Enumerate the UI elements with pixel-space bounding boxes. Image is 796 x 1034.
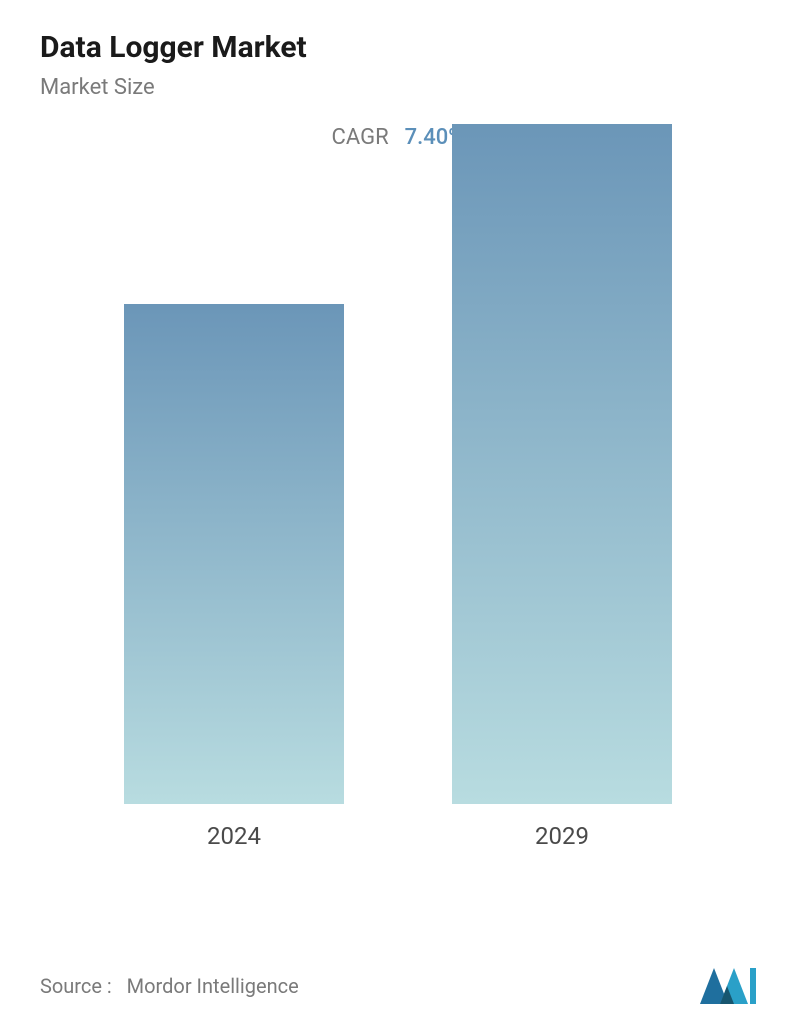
bar-label-0: 2024 — [207, 822, 261, 850]
bar-label-1: 2029 — [535, 822, 589, 850]
bar-group-0: 2024 — [86, 304, 381, 850]
source-text: Source : Mordor Intelligence — [40, 974, 299, 998]
chart-area: 2024 2029 — [40, 170, 756, 890]
logo-icon — [700, 968, 756, 1004]
bar-2029 — [452, 124, 672, 804]
bar-2024 — [124, 304, 344, 804]
bars-wrapper: 2024 2029 — [40, 170, 756, 850]
cagr-label: CAGR — [332, 125, 389, 150]
source-name: Mordor Intelligence — [127, 974, 299, 998]
source-prefix: Source : — [40, 974, 112, 998]
chart-container: Data Logger Market Market Size CAGR 7.40… — [0, 0, 796, 1034]
chart-title: Data Logger Market — [40, 30, 756, 65]
bar-group-1: 2029 — [414, 124, 709, 850]
chart-subtitle: Market Size — [40, 75, 756, 100]
footer: Source : Mordor Intelligence — [40, 968, 756, 1004]
